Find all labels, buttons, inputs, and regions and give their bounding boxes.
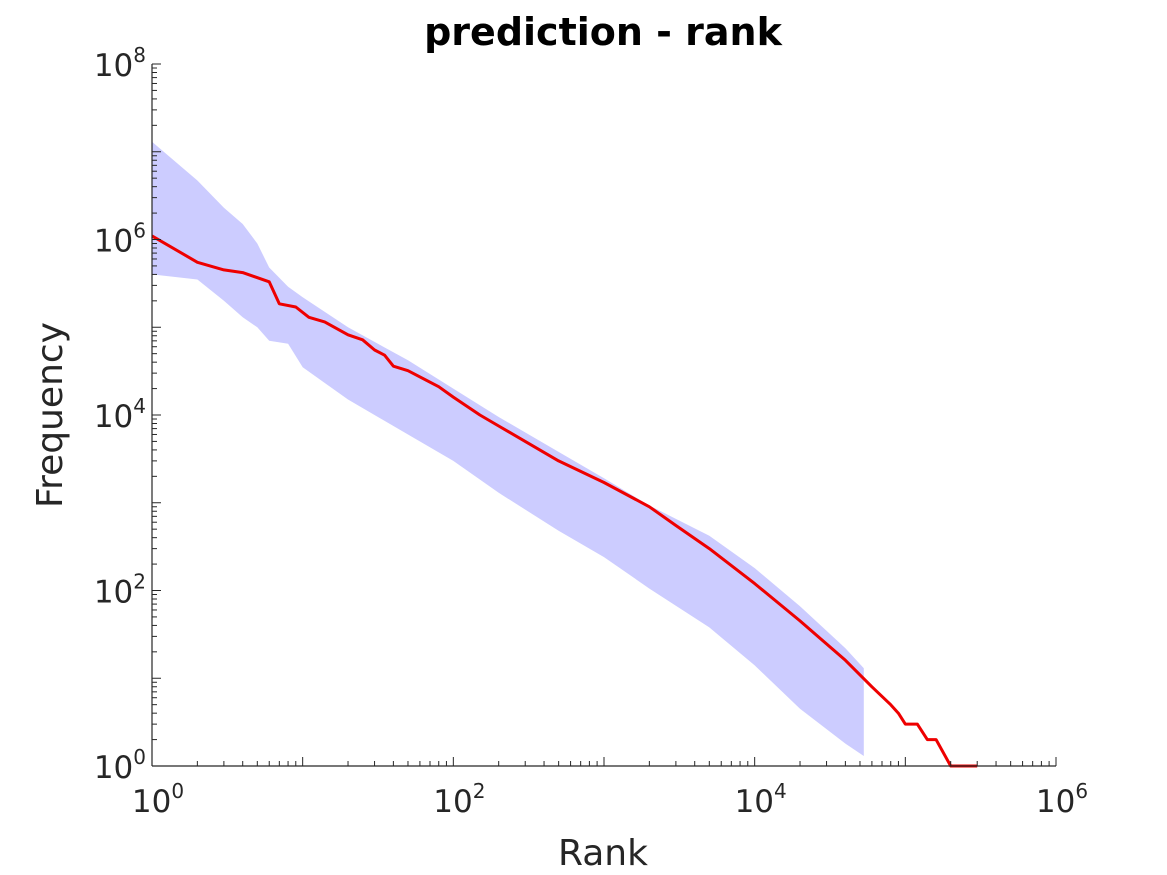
y-tick-label: 108 [94,43,146,84]
y-tick-label: 104 [94,394,146,435]
plot-area: 100 102 104 106 100 102 104 106 108 [94,43,1088,820]
x-tick-label: 106 [1036,779,1088,820]
y-tick-label: 106 [94,219,146,260]
chart-title: prediction - rank [424,10,782,54]
x-axis-label: Rank [558,833,648,874]
y-tick-label: 102 [94,570,146,611]
x-tick-label: 102 [433,779,485,820]
y-tick-label: 100 [94,745,146,786]
data-line-1 [151,234,978,768]
x-tick-label: 104 [735,779,787,820]
y-axis-label: Frequency [30,322,71,508]
prediction-band-0 [152,141,864,757]
x-tick-label: 100 [132,779,184,820]
